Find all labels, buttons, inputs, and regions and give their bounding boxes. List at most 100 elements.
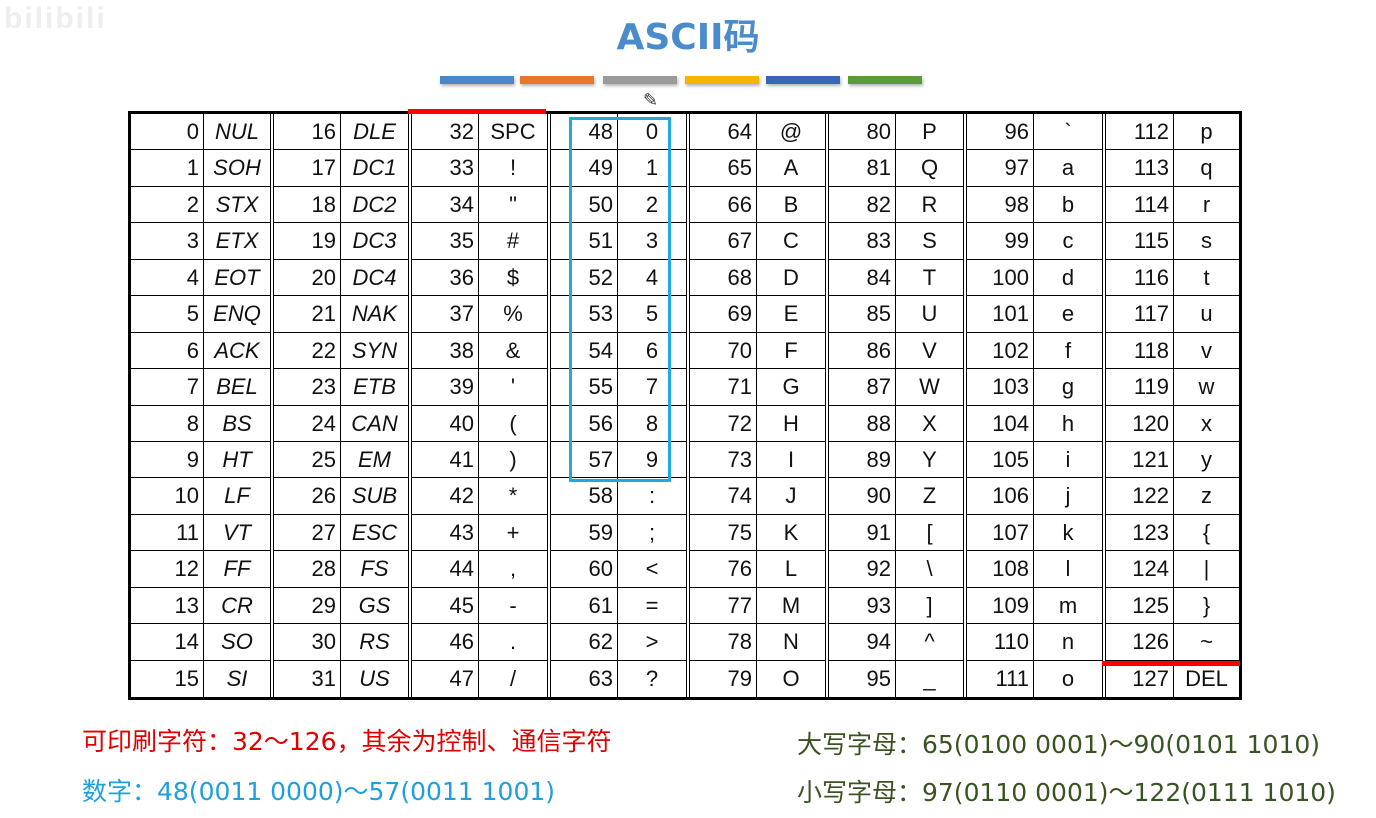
char-cell: ETX: [215, 228, 259, 254]
char-cell: $: [506, 264, 520, 290]
char-cell: c: [1062, 228, 1074, 254]
char-cell: .: [509, 629, 517, 655]
code-cell: 4: [131, 259, 204, 296]
table-row: 100 d: [967, 259, 1102, 297]
code-cell: 115: [1106, 223, 1174, 259]
char-cell: J: [785, 483, 797, 509]
table-row: 93]: [829, 587, 963, 625]
code-cell: 111: [967, 660, 1034, 697]
code-cell: 93: [829, 587, 896, 624]
char-cell: 8: [645, 410, 659, 436]
code-cell: 13: [131, 587, 204, 624]
table-row: 70 F: [690, 332, 825, 370]
code-cell: 57: [551, 441, 618, 478]
char-cell: DEL: [1185, 665, 1228, 691]
char-cell: /: [509, 665, 517, 691]
char-cell: G: [782, 374, 800, 400]
char-cell: 4: [645, 264, 659, 290]
table-row: 115 s: [1106, 223, 1239, 260]
table-row: 28 FS: [274, 551, 408, 588]
char-cell: 6: [645, 337, 659, 363]
code-cell: 95: [829, 660, 896, 697]
table-row: 82 R: [829, 186, 963, 224]
char-cell: SUB: [351, 483, 398, 509]
table-row: 92 \: [829, 551, 963, 588]
char-cell: *: [508, 483, 518, 509]
code-cell: 56: [551, 405, 618, 441]
char-cell: DC1: [352, 155, 397, 181]
char-cell: :: [648, 483, 656, 509]
code-cell: 65: [690, 150, 757, 186]
code-cell: 127: [1106, 660, 1174, 697]
char-cell: -: [509, 592, 517, 618]
table-row: 108 l: [967, 551, 1102, 588]
code-cell: 25: [274, 441, 341, 478]
char-cell: [: [926, 519, 933, 545]
code-cell: 108: [967, 551, 1034, 587]
code-cell: 75: [690, 514, 757, 551]
code-cell: 126: [1106, 624, 1174, 660]
code-cell: 105: [967, 441, 1034, 478]
table-row: 17 DC1: [274, 150, 408, 187]
code-cell: 70: [690, 332, 757, 369]
char-cell: US: [359, 665, 390, 691]
char-cell: 2: [645, 191, 659, 217]
code-cell: 118: [1106, 332, 1174, 369]
code-cell: 78: [690, 624, 757, 660]
code-cell: 107: [967, 514, 1034, 551]
uppercase-note: 大写字母：65(0100 0001)～90(0101 1010): [797, 730, 1321, 759]
code-cell: 101: [967, 296, 1034, 332]
table-row: 31 US: [274, 660, 408, 697]
char-cell: w: [1198, 374, 1215, 400]
code-cell: 51: [551, 223, 618, 259]
table-row: 54 6: [551, 332, 686, 370]
code-cell: 66: [690, 186, 757, 223]
code-cell: 1: [131, 150, 204, 186]
char-cell: {: [1202, 519, 1211, 545]
table-row: 30 RS: [274, 624, 408, 661]
code-cell: 61: [551, 587, 618, 624]
table-row: 97 a: [967, 150, 1102, 187]
char-cell: F: [784, 337, 798, 363]
table-row: 121 y: [1106, 441, 1239, 479]
table-row: 21 NAK: [274, 296, 408, 333]
code-cell: 86: [829, 332, 896, 369]
char-cell: A: [783, 155, 799, 181]
table-row: 66 B: [690, 186, 825, 224]
char-cell: r: [1202, 191, 1211, 217]
char-cell: B: [783, 191, 799, 217]
table-row: 4 EOT: [131, 259, 270, 297]
char-cell: W: [919, 374, 940, 400]
code-cell: 79: [690, 660, 757, 697]
table-row: 102 f: [967, 332, 1102, 370]
table-row: 33!: [412, 150, 547, 187]
char-cell: 1: [645, 155, 659, 181]
char-cell: g: [1061, 374, 1075, 400]
char-cell: q: [1200, 155, 1213, 181]
char-cell: CAN: [351, 410, 398, 436]
char-cell: o: [1061, 665, 1075, 691]
code-cell: 17: [274, 150, 341, 186]
code-cell: 90: [829, 478, 896, 514]
code-cell: 80: [829, 114, 896, 150]
char-cell: 9: [645, 446, 659, 472]
column-group: 112 p 113 q 114 r 115 s 116 t 117 u 118 v 119 w 120 x 121 y…: [1105, 114, 1239, 697]
table-row: 0 NUL: [131, 114, 270, 151]
table-row: 59;: [551, 514, 686, 552]
lowercase-note: 小写字母：97(0110 0001)～122(0111 1010): [797, 778, 1336, 807]
code-cell: 45: [412, 587, 479, 624]
char-cell: a: [1061, 155, 1075, 181]
code-cell: 98: [967, 186, 1034, 223]
code-cell: 15: [131, 660, 204, 697]
char-cell: n: [1061, 629, 1075, 655]
char-cell: s: [1201, 228, 1212, 254]
char-cell: v: [1201, 337, 1212, 363]
code-cell: 52: [551, 259, 618, 296]
code-cell: 29: [274, 587, 341, 624]
table-row: 96 `: [967, 114, 1102, 151]
char-cell: <: [645, 556, 659, 582]
table-row: 5 ENQ: [131, 296, 270, 333]
column-group: 32 SPC 33! 34 " 35 #36 $37% 38 & 39 ' 40(41) 42 * 43 +44…: [411, 114, 548, 697]
char-cell: DC4: [352, 264, 397, 290]
char-cell: SI: [226, 665, 248, 691]
